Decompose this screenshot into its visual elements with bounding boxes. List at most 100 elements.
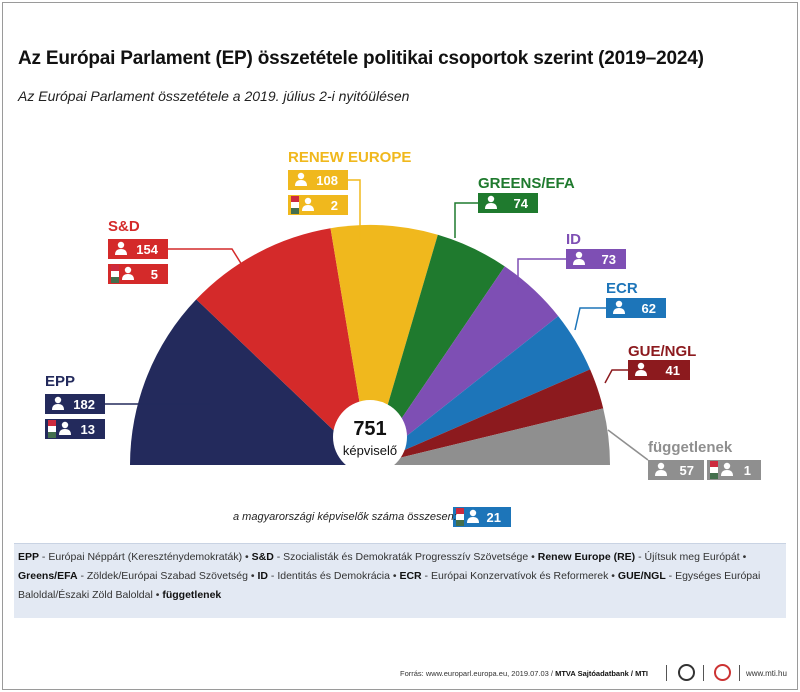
legend-bullet: •: [152, 589, 163, 601]
footer-separator: [739, 665, 740, 681]
label-gue-ngl-name: GUE/NGL: [628, 343, 696, 360]
legend-abbr: GUE/NGL: [617, 570, 666, 582]
label-renew-europe-hu-flag-green: [291, 208, 299, 214]
legend-desc: - Újítsuk meg Európát: [635, 551, 740, 563]
footer-separator: [703, 665, 704, 681]
legend: EPP - Európai Néppárt (Kereszténydemokra…: [18, 548, 782, 605]
label-s-d-hu-person-icon-head: [124, 266, 132, 274]
label-greens-efa-badge: [478, 193, 538, 213]
hungary-total-person-icon-head: [469, 509, 477, 517]
label-ecr-badge: [606, 298, 666, 318]
legend-item: • Greens/EFA - Zöldek/Európai Szabad Szö…: [18, 551, 746, 582]
legend-bullet: •: [739, 551, 747, 563]
label-s-d-hu-value: 5: [151, 267, 158, 282]
label-renew-europe-hu-person-icon-head: [304, 197, 312, 205]
label-renew-europe-hu-person-icon-body: [302, 205, 314, 211]
legend-abbr: S&D: [251, 551, 274, 563]
label-s-d-name: S&D: [108, 218, 140, 235]
label-epp-person-icon-head: [54, 396, 62, 404]
legend-desc: - Zöldek/Európai Szabad Szövetség: [77, 570, 248, 582]
label-ecr-person-icon-head: [615, 300, 623, 308]
legend-item: • GUE/NGL - Egységes Európai Baloldal/És…: [18, 570, 760, 601]
slice-ecr: [370, 316, 591, 465]
legend-item: • S&D - Szocialisták és Demokraták Progr…: [242, 551, 528, 563]
label-id-connector: [517, 258, 566, 285]
hungary-total-flag-green: [456, 520, 464, 526]
slice-id: [370, 266, 559, 465]
label-s-d-hu-person-icon-body: [122, 274, 134, 280]
hungary-total-flag-white: [456, 514, 464, 520]
label-gue-ngl-value: 41: [666, 363, 680, 378]
label-f-ggetlenek-hu-flag-red: [710, 461, 718, 467]
label-gue-ngl-person-icon-body: [635, 370, 647, 376]
mtva-logo-icon: [714, 664, 731, 681]
legend-bullet: •: [242, 551, 252, 563]
footer-separator: [666, 665, 667, 681]
slice-epp: [130, 299, 370, 465]
label-epp-hu-flag-white: [48, 426, 56, 432]
legend-desc: - Európai Konzervatívok és Reformerek: [421, 570, 609, 582]
footer-credit: MTVA Sajtóadatbank / MTI: [555, 669, 649, 678]
hungary-total-value: 21: [487, 510, 501, 525]
label-ecr-connector: [574, 307, 606, 331]
label-f-ggetlenek-hu-flag-green: [710, 473, 718, 479]
slice-f-ggetlenek: [370, 408, 610, 465]
legend-item: • függetlenek: [152, 589, 222, 601]
legend-desc: - Identitás és Demokrácia: [267, 570, 390, 582]
slice-greens-efa: [370, 234, 505, 465]
footer-source-text: Forrás: www.europarl.europa.eu, 2019.07.…: [400, 669, 556, 678]
label-f-ggetlenek-name: függetlenek: [648, 439, 733, 456]
label-f-ggetlenek-badge: [648, 460, 704, 480]
label-s-d-hu-flag-red: [111, 265, 119, 271]
label-ecr-value: 62: [642, 301, 656, 316]
label-ecr-person-icon-body: [613, 308, 625, 314]
label-gue-ngl-connector: [604, 369, 628, 384]
label-epp-value: 182: [73, 397, 95, 412]
chart-baseline-mask: [125, 465, 615, 525]
center-circle: [333, 400, 407, 474]
label-epp-name: EPP: [45, 373, 75, 390]
label-epp-person-icon-body: [52, 404, 64, 410]
legend-abbr: Renew Europe (RE): [537, 551, 636, 563]
label-s-d-hu-flag-white: [111, 271, 119, 277]
page-subtitle: Az Európai Parlament összetétele a 2019.…: [18, 88, 410, 104]
legend-desc: - Szocialisták és Demokraták Progresszív…: [273, 551, 529, 563]
label-gue-ngl-person-icon-head: [637, 362, 645, 370]
label-epp-hu-flag-red: [48, 420, 56, 426]
label-id-person-icon-head: [575, 251, 583, 259]
label-ecr-name: ECR: [606, 280, 638, 297]
label-greens-efa-person-icon-head: [487, 195, 495, 203]
label-epp-hu-value: 13: [81, 422, 95, 437]
mti-logo-icon: [678, 664, 695, 681]
label-epp-hu-flag-green: [48, 432, 56, 438]
legend-desc: - Európai Néppárt (Kereszténydemokraták): [39, 551, 243, 563]
label-id-value: 73: [602, 252, 616, 267]
label-s-d-value: 154: [136, 242, 158, 257]
footer-site: www.mti.hu: [746, 669, 787, 678]
legend-item: EPP - Európai Néppárt (Kereszténydemokra…: [18, 551, 242, 563]
label-renew-europe-hu-flag-red: [291, 196, 299, 202]
total-seats-value: 751: [353, 418, 386, 440]
legend-desc: - Egységes Európai Baloldal/Északi Zöld …: [18, 570, 761, 601]
legend-item: • ID - Identitás és Demokrácia: [248, 570, 390, 582]
hungary-total-person-icon-body: [467, 517, 479, 523]
legend-abbr: ID: [257, 570, 268, 582]
legend-item: • ECR - Európai Konzervatívok és Reforme…: [390, 570, 609, 582]
label-s-d-hu-flag-green: [111, 277, 119, 283]
legend-abbr: Greens/EFA: [18, 570, 78, 582]
label-epp-hu-person-icon-head: [61, 421, 69, 429]
legend-item: • Renew Europe (RE) - Újítsuk meg Európá…: [528, 551, 740, 563]
label-f-ggetlenek-value: 57: [680, 463, 694, 478]
label-renew-europe-value: 108: [316, 173, 338, 188]
label-renew-europe-name: RENEW EUROPE: [288, 149, 411, 166]
label-epp-hu-person-icon-body: [59, 429, 71, 435]
label-renew-europe-hu-flag-white: [291, 202, 299, 208]
legend-bullet: •: [247, 570, 258, 582]
parliament-chart: 751 képviselő EPP 182 13 S&D 154 5 RENEW EUROPE 1…: [45, 149, 761, 527]
slice-gue-ngl: [370, 369, 604, 465]
footer-source: Forrás: www.europarl.europa.eu, 2019.07.…: [400, 669, 648, 678]
label-renew-europe-person-icon-head: [297, 172, 305, 180]
slice-renew-europe: [330, 224, 438, 465]
label-id-badge: [566, 249, 626, 269]
